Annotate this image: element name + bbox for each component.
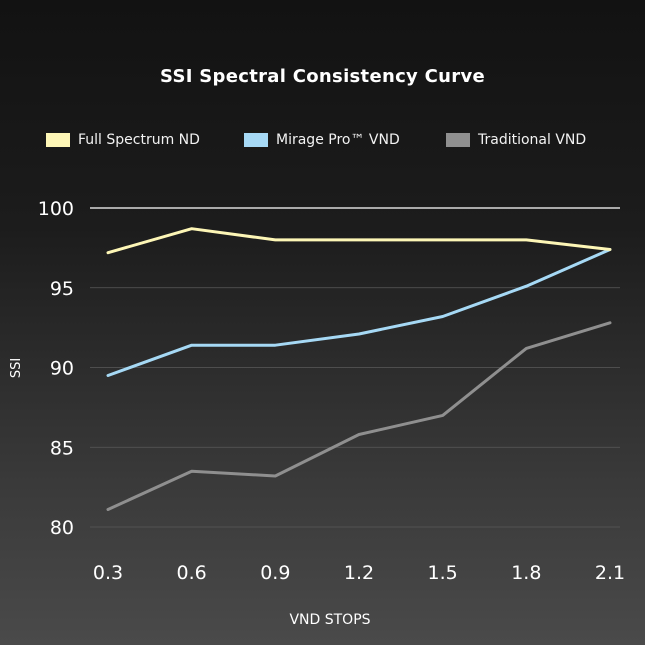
y-tick-label: 95 [50,278,74,300]
x-tick-label: 0.6 [177,562,207,584]
y-tick-label: 85 [50,437,74,459]
legend-item-mirage-pro-vnd: Mirage Pro™ VND [244,132,400,148]
y-tick-label: 90 [50,358,74,380]
legend: Full Spectrum ND Mirage Pro™ VND Traditi… [0,132,645,152]
y-axis-label: SSI [9,358,24,378]
legend-swatch-traditional-vnd [446,133,470,147]
legend-label-mirage-pro-vnd: Mirage Pro™ VND [276,132,400,148]
legend-swatch-full-spectrum-nd [46,133,70,147]
y-tick-label: 100 [38,198,74,220]
chart-title: SSI Spectral Consistency Curve [159,66,485,87]
x-tick-label: 1.2 [344,562,374,584]
x-tick-label: 0.3 [93,562,123,584]
legend-item-full-spectrum-nd: Full Spectrum ND [46,132,200,148]
x-axis-ticks: 0.3 0.6 0.9 1.2 1.5 1.8 2.1 [93,562,625,584]
series-lines [106,227,612,511]
series-line-traditional-vnd [106,321,612,511]
series-line-mirage-pro-vnd [106,248,612,377]
legend-item-traditional-vnd: Traditional VND [446,132,586,148]
legend-label-traditional-vnd: Traditional VND [478,132,587,148]
x-tick-label: 1.5 [428,562,458,584]
x-tick-label: 2.1 [595,562,625,584]
legend-label-full-spectrum-nd: Full Spectrum ND [78,132,200,148]
y-tick-label: 80 [50,517,74,539]
x-tick-label: 0.9 [260,562,290,584]
y-axis-ticks: 80 85 90 95 100 [38,198,74,539]
series-line-full-spectrum-nd [106,227,612,255]
legend-swatch-mirage-pro-vnd [244,133,268,147]
gridlines [90,207,620,528]
x-tick-label: 1.8 [511,562,541,584]
x-axis-label: VND STOPS [289,612,370,628]
